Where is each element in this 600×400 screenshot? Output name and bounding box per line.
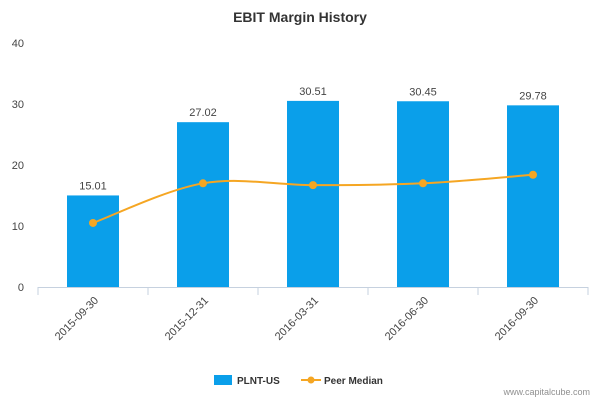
legend-swatch-plnt-us bbox=[214, 375, 232, 385]
bar-2015-12-31 bbox=[177, 122, 229, 287]
x-tick-label: 2016-03-31 bbox=[273, 295, 321, 343]
bar-2015-09-30 bbox=[67, 195, 119, 287]
bar-data-label: 30.45 bbox=[409, 86, 437, 98]
peer-median-point-2016-09-30 bbox=[529, 170, 537, 179]
peer-median-point-2016-06-30 bbox=[419, 179, 427, 188]
bar-data-label: 30.51 bbox=[299, 86, 327, 98]
x-tick-label: 2016-09-30 bbox=[493, 295, 541, 343]
bar-2016-06-30 bbox=[397, 101, 449, 287]
bar-data-label: 29.78 bbox=[519, 90, 547, 102]
watermark: www.capitalcube.com bbox=[502, 387, 590, 397]
chart-title: EBIT Margin History bbox=[233, 9, 367, 25]
x-tick-label: 2015-09-30 bbox=[53, 295, 101, 343]
legend-label-peer-median: Peer Median bbox=[324, 376, 383, 387]
x-tick-label: 2015-12-31 bbox=[163, 295, 211, 343]
y-axis: 0 10 20 30 40 bbox=[12, 38, 24, 294]
y-tick-label: 10 bbox=[12, 221, 24, 233]
bar-series: 15.01 27.02 30.51 30.45 29.78 bbox=[67, 86, 559, 287]
y-tick-label: 40 bbox=[12, 38, 24, 50]
peer-median-point-2016-03-31 bbox=[309, 181, 317, 190]
legend-marker-peer-median bbox=[307, 376, 315, 384]
legend-label-plnt-us: PLNT-US bbox=[237, 376, 280, 387]
x-axis: 2015-09-30 2015-12-31 2016-03-31 2016-06-30… bbox=[37, 287, 589, 343]
legend: PLNT-US Peer Median bbox=[214, 375, 383, 387]
line-series bbox=[89, 170, 537, 227]
y-tick-label: 20 bbox=[12, 160, 24, 172]
bar-data-label: 15.01 bbox=[79, 180, 107, 192]
x-tick-label: 2016-06-30 bbox=[383, 295, 431, 343]
peer-median-point-2015-12-31 bbox=[199, 179, 207, 188]
y-tick-label: 30 bbox=[12, 99, 24, 111]
y-tick-label: 0 bbox=[18, 282, 24, 294]
bar-2016-09-30 bbox=[507, 105, 559, 287]
bar-data-label: 27.02 bbox=[189, 107, 217, 119]
bar-2016-03-31 bbox=[287, 100, 339, 287]
peer-median-point-2015-09-30 bbox=[89, 218, 97, 227]
